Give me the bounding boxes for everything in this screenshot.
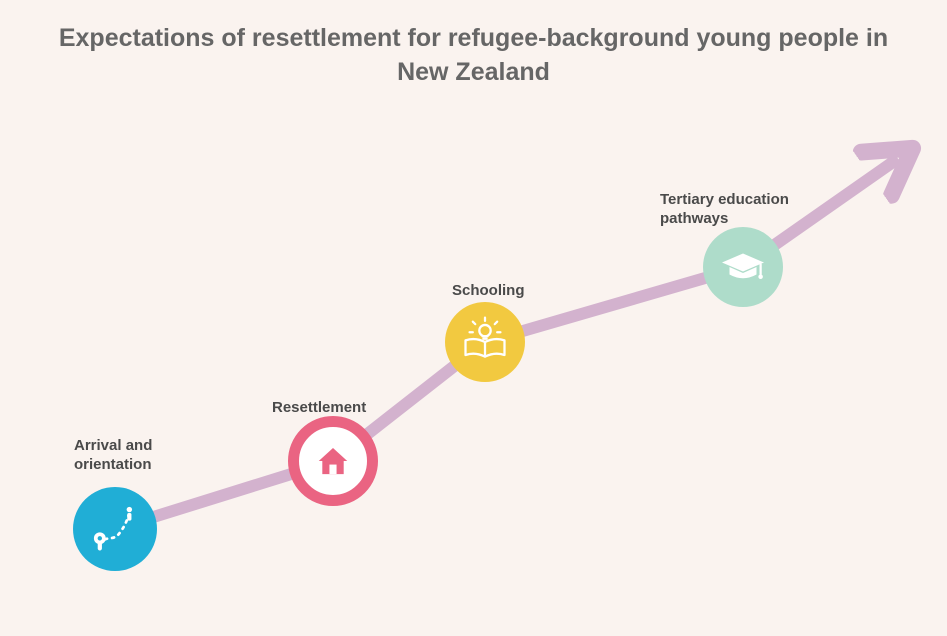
node-arrival [73,487,157,571]
node-tertiary [703,227,783,307]
label-tertiary: Tertiary education pathways [660,191,789,229]
book-bulb-icon [459,316,511,368]
node-schooling [445,302,525,382]
node-resettlement [288,416,378,506]
label-arrival: Arrival and orientation [74,437,152,475]
label-schooling: Schooling [452,282,525,301]
path-icon [88,502,142,556]
infographic-canvas: Expectations of resettlement for refugee… [0,0,947,636]
home-icon [314,442,352,480]
gradcap-icon [719,243,767,291]
label-resettlement: Resettlement [272,399,366,418]
